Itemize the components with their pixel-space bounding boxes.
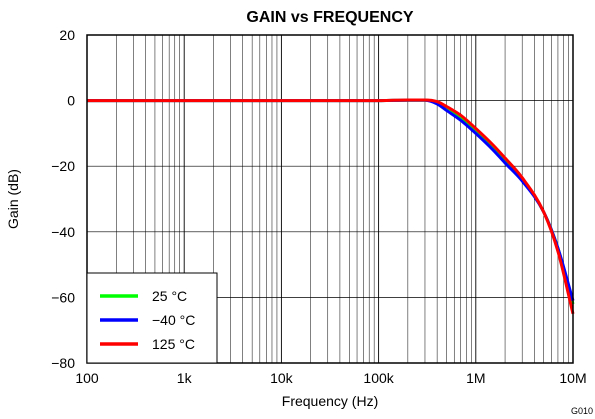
x-tick-label: 10M	[559, 370, 586, 386]
y-axis-label: Gain (dB)	[5, 169, 21, 229]
y-tick-label: −80	[51, 355, 75, 371]
plot-frame	[86, 34, 574, 364]
y-tick-labels: 20 0 −20 −40 −60 −80	[51, 27, 75, 371]
grid	[87, 35, 573, 363]
legend-label-25c: 25 °C	[152, 288, 187, 304]
y-tick-label: 0	[67, 93, 75, 109]
legend: 25 °C −40 °C 125 °C	[86, 272, 218, 364]
x-tick-label: 1k	[177, 370, 193, 386]
series-line-2	[87, 98, 575, 315]
x-tick-label: 10k	[270, 370, 294, 386]
x-tick-labels: 100 1k 10k 100k 1M 10M	[75, 370, 586, 386]
chart-title: GAIN vs FREQUENCY	[246, 9, 413, 26]
figure-code: G010	[571, 406, 593, 416]
legend-label-minus40c: −40 °C	[152, 312, 195, 328]
legend-label-125c: 125 °C	[152, 336, 195, 352]
y-tick-label: −20	[51, 158, 75, 174]
x-tick-label: 100k	[363, 370, 394, 386]
x-tick-label: 100	[75, 370, 99, 386]
y-tick-label: −40	[51, 224, 75, 240]
series-lines	[87, 98, 575, 315]
x-tick-label: 1M	[466, 370, 485, 386]
x-axis-label: Frequency (Hz)	[282, 393, 378, 409]
legend-box	[86, 272, 218, 364]
series-line-1	[87, 98, 575, 302]
y-tick-label: 20	[59, 27, 75, 43]
y-tick-label: −60	[51, 289, 75, 305]
